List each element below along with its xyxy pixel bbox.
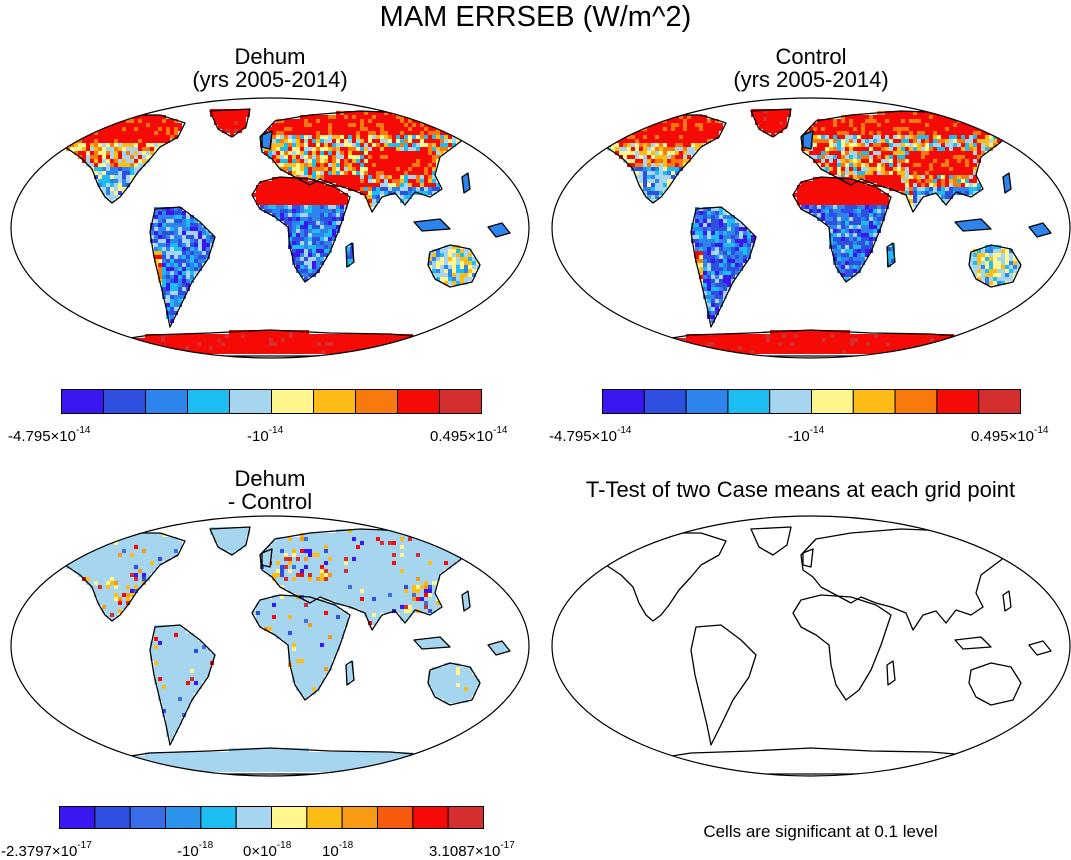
significance-note: Cells are significant at 0.1 level (600, 823, 1041, 841)
figure-title: MAM ERRSEB (W/m^2) (0, 2, 1071, 32)
colorbar-swatch (979, 390, 1021, 414)
ocean (552, 516, 1070, 776)
panel-title-line2: - Control (95, 490, 445, 513)
colorbar-swatch (728, 390, 770, 414)
colorbar-swatch (188, 390, 230, 414)
colorbar-swatch (236, 807, 271, 829)
colorbar-dehum (61, 389, 482, 414)
colorbar-label-neg: -10-18 (177, 840, 213, 860)
colorbar-label-mid: -10-14 (788, 425, 824, 445)
panel-title-line2: (yrs 2005-2014) (636, 68, 986, 91)
colorbar-swatch (201, 807, 236, 829)
colorbar-swatch (166, 807, 201, 829)
colorbar-swatch (398, 390, 440, 414)
colorbar-swatch (62, 390, 104, 414)
colorbar-swatch (448, 807, 483, 829)
colorbar-difference (59, 806, 484, 829)
panel-title-line1: Control (636, 45, 986, 68)
colorbar-swatch (272, 390, 314, 414)
colorbar-swatch (644, 390, 686, 414)
colorbar-label-max: 3.1087×10-17 (429, 840, 515, 860)
map-ttest (551, 515, 1071, 777)
panel-title-dehum: Dehum (yrs 2005-2014) (95, 45, 445, 91)
colorbar-swatch (307, 807, 342, 829)
colorbar-swatch (853, 390, 895, 414)
colorbar-swatch (130, 807, 165, 829)
colorbar-label-mid: -10-14 (247, 425, 283, 445)
colorbar-swatch (686, 390, 728, 414)
colorbar-swatch (272, 807, 307, 829)
colorbar-label-min: -4.795×10-14 (549, 425, 631, 445)
colorbar-swatch (440, 390, 482, 414)
colorbar-swatch (230, 390, 272, 414)
panel-title-line1: Dehum (95, 45, 445, 68)
colorbar-label-min: -4.795×10-14 (8, 425, 90, 445)
colorbar-label-pos: 10-18 (322, 840, 353, 860)
colorbar-swatch (104, 390, 146, 414)
colorbar-swatch (895, 390, 937, 414)
colorbar-swatch (314, 390, 356, 414)
panel-title-line1: Dehum (95, 467, 445, 490)
colorbar-swatch (342, 807, 377, 829)
map-control (551, 97, 1071, 359)
colorbar-swatch (603, 390, 645, 414)
colorbar-swatch (770, 390, 812, 414)
panel-title-control: Control (yrs 2005-2014) (636, 45, 986, 91)
colorbar-swatch (356, 390, 398, 414)
panel-title-difference: Dehum - Control (95, 467, 445, 513)
colorbar-swatch (378, 807, 413, 829)
colorbar-swatch (95, 807, 130, 829)
panel-title-ttest: T-Test of two Case means at each grid po… (530, 478, 1071, 501)
colorbar-swatch (937, 390, 979, 414)
map-difference (10, 515, 530, 777)
colorbar-control (602, 389, 1021, 414)
colorbar-swatch (413, 807, 448, 829)
colorbar-label-max: 0.495×10-14 (430, 425, 507, 445)
colorbar-swatch (146, 390, 188, 414)
colorbar-swatch (812, 390, 854, 414)
colorbar-swatch (60, 807, 95, 829)
map-dehum (10, 97, 530, 359)
colorbar-label-zero: 0×10-18 (243, 840, 291, 860)
panel-title-line2: (yrs 2005-2014) (95, 68, 445, 91)
colorbar-label-min: -2.3797×10-17 (1, 840, 92, 860)
colorbar-label-max: 0.495×10-14 (971, 425, 1048, 445)
